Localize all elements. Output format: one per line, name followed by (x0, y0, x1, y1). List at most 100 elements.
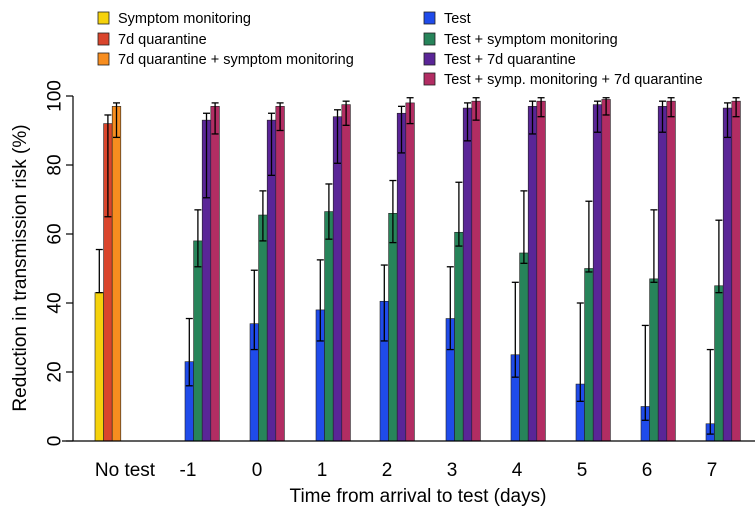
bar-test-symptom-monitoring (388, 213, 398, 442)
bar-test-7d-quarantine (396, 112, 407, 442)
error-bar (95, 248, 103, 294)
legend-label: Test (444, 11, 471, 27)
bar-test-symptom-monitoring (584, 268, 594, 442)
legend-label: 7d quarantine (118, 32, 207, 48)
bars (94, 99, 741, 442)
bar-test-7d-quarantine (722, 107, 733, 442)
error-bar (406, 97, 414, 125)
x-tick-label: 5 (577, 460, 588, 481)
error-bar (520, 190, 528, 264)
bar-test-symptom-monitoring (714, 285, 724, 442)
error-bar (211, 102, 219, 135)
x-tick-label: No test (95, 460, 156, 481)
error-bar (113, 102, 120, 139)
bar-7d-quarantine-symptom-monitoring (111, 106, 122, 442)
bar-test-symptom-monitoring (519, 252, 529, 442)
bar-test-symp-monitoring-7d-quarantine (601, 99, 611, 442)
error-bar (325, 183, 333, 240)
x-tick-label: 7 (707, 460, 718, 481)
error-bar (334, 109, 341, 164)
error-bar (602, 97, 610, 116)
error-bar (455, 181, 463, 247)
bar-test-7d-quarantine (332, 116, 343, 442)
bar-test-7d-quarantine (462, 107, 473, 442)
error-bar (185, 317, 193, 387)
error-bar (724, 102, 731, 139)
bar-test-symptom-monitoring (193, 240, 203, 442)
bar-symptom-monitoring (94, 292, 104, 442)
legend-swatch (97, 52, 110, 66)
legend-item-test-symp-monitoring-7d-quarantine: Test + symp. monitoring + 7d quarantine (423, 72, 703, 88)
x-tick-label: 2 (382, 460, 393, 481)
legend-label: Test + 7d quarantine (444, 52, 576, 68)
error-bar (585, 200, 593, 273)
y-tick-label: 80 (45, 154, 66, 175)
error-bar (446, 266, 454, 351)
bar-test-7d-quarantine (527, 106, 538, 442)
legend-swatch (423, 11, 436, 25)
error-bar (268, 112, 275, 177)
y-tick-label: 0 (45, 436, 66, 447)
x-tick-label: -1 (180, 460, 197, 481)
error-bar (732, 97, 740, 118)
error-bar (511, 281, 519, 378)
bar-test-symptom-monitoring (649, 278, 659, 442)
error-bar (641, 324, 649, 421)
legend-item-test-7d-quarantine: Test + 7d quarantine (423, 52, 576, 68)
bar-test-7d-quarantine (657, 106, 668, 442)
x-tick-label: 3 (447, 460, 458, 481)
error-bar (398, 105, 405, 154)
x-tick-label: 4 (512, 460, 523, 481)
error-bar (250, 269, 258, 351)
legend-swatch (423, 52, 436, 66)
x-axis-title: Time from arrival to test (days) (290, 486, 547, 507)
legend-label: 7d quarantine + symptom monitoring (118, 52, 354, 68)
error-bar (342, 100, 350, 126)
legend: Symptom monitoring 7d quarantine 7d quaran… (97, 11, 703, 88)
error-bar (529, 100, 536, 135)
legend-item-7d-quarantine: 7d quarantine (97, 32, 207, 48)
legend-label: Test + symp. monitoring + 7d quarantine (444, 72, 703, 88)
legend-swatch (97, 11, 110, 25)
error-bar (389, 179, 397, 244)
error-bar (259, 190, 267, 242)
error-bar (203, 112, 210, 199)
bar-test-symp-monitoring-7d-quarantine (341, 104, 351, 442)
error-bar (715, 219, 723, 294)
bar-test-symp-monitoring-7d-quarantine (471, 100, 481, 442)
y-axis-title: Reduction in transmission risk (%) (10, 124, 31, 411)
legend-item-symptom-monitoring: Symptom monitoring (97, 11, 251, 27)
error-bar (472, 97, 480, 121)
error-bar (194, 209, 202, 268)
x-tick-label: 1 (317, 460, 328, 481)
error-bar (576, 302, 584, 402)
x-tick-label: 0 (252, 460, 263, 481)
error-bar (104, 114, 112, 218)
y-tick-label: 60 (45, 223, 66, 244)
bar-test-symp-monitoring-7d-quarantine (405, 102, 415, 442)
x-tick-label: 6 (642, 460, 653, 481)
error-bar (316, 259, 324, 342)
y-tick-label: 40 (45, 292, 66, 313)
bar-test-symp-monitoring-7d-quarantine (536, 100, 546, 442)
bar-test-symp-monitoring-7d-quarantine (666, 100, 676, 442)
axes: 0 20 40 60 80 100 No test -1 0 1 2 3 4 5 6 7 (45, 80, 755, 481)
error-bar (464, 102, 471, 142)
error-bars (95, 97, 740, 435)
bar-test-symptom-monitoring (258, 214, 268, 442)
error-bar (276, 102, 284, 132)
error-bar (650, 209, 658, 283)
error-bar (667, 97, 675, 118)
legend-swatch (423, 32, 436, 46)
error-bar (380, 264, 388, 342)
bar-test-7d-quarantine (592, 104, 603, 442)
legend-swatch (97, 32, 110, 46)
legend-swatch (423, 72, 436, 86)
bar-test-symp-monitoring-7d-quarantine (731, 100, 741, 442)
legend-item-test-symptom-monitoring: Test + symptom monitoring (423, 32, 618, 48)
error-bar (659, 100, 666, 133)
legend-item-test: Test (423, 11, 471, 27)
bar-test-symp-monitoring-7d-quarantine (210, 106, 220, 442)
legend-item-7d-quarantine-symptom-monitoring: 7d quarantine + symptom monitoring (97, 52, 354, 68)
